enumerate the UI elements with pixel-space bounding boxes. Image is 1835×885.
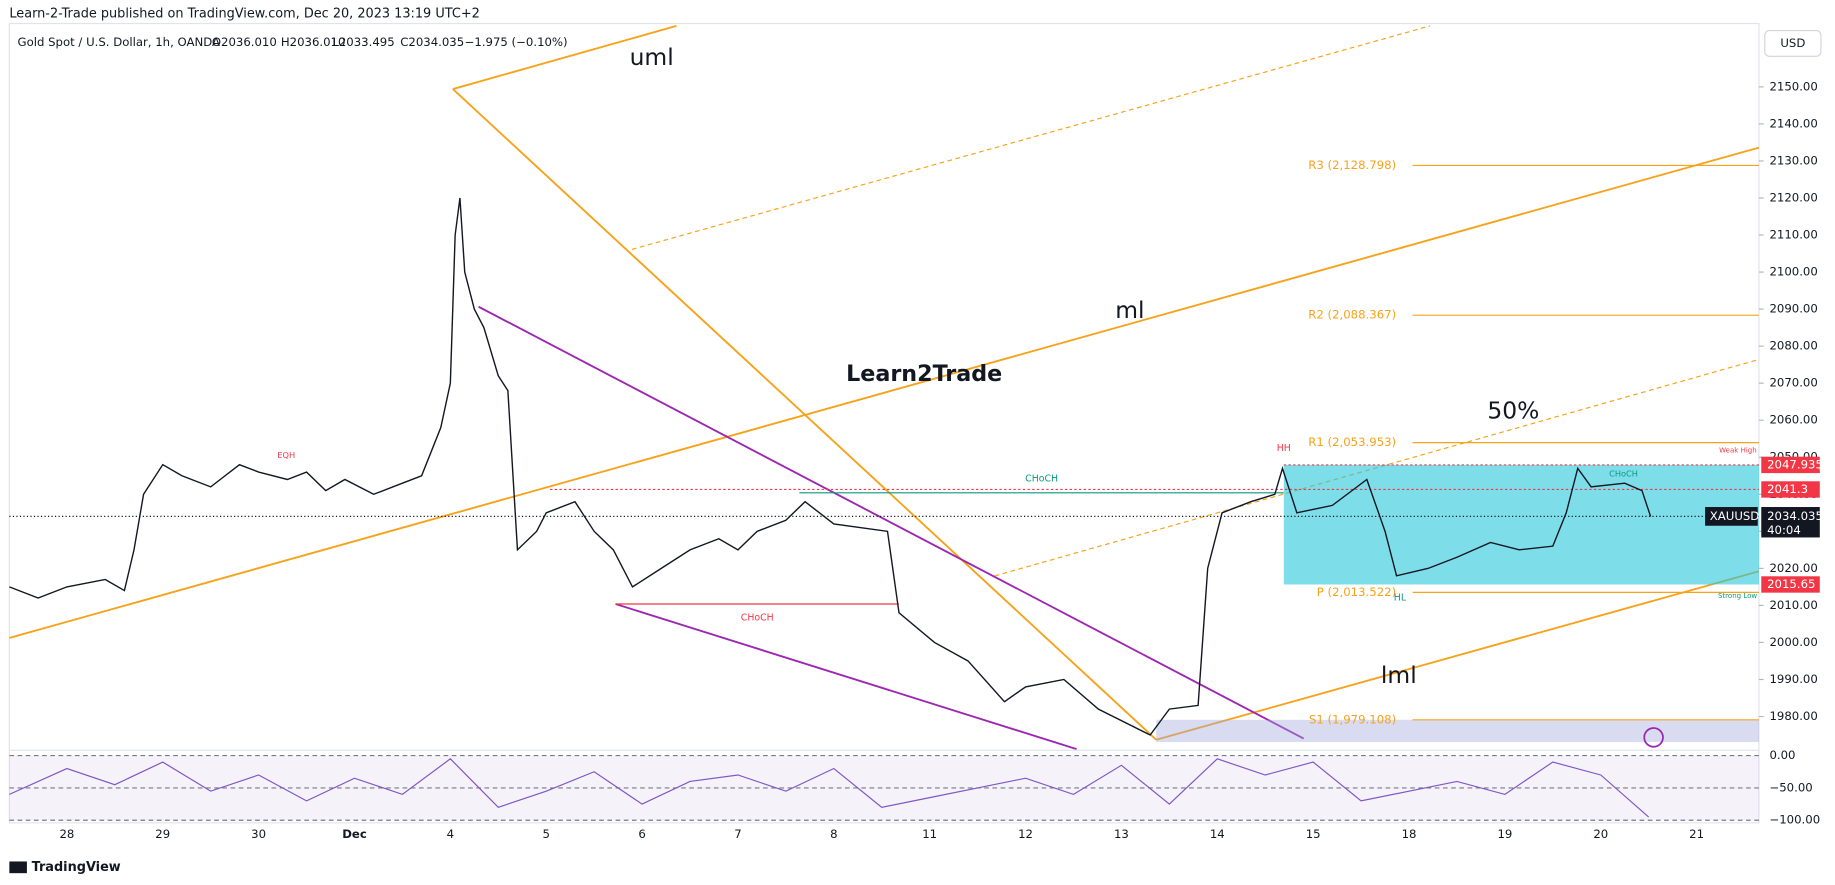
wedge-lower (615, 603, 1077, 751)
x-tick-label: Dec (342, 827, 367, 841)
x-tick-label: 30 (251, 827, 266, 841)
y-tick-label: 2100.00 (1769, 265, 1817, 279)
pivot-label: S1 (1,979.108) (1309, 712, 1396, 726)
range-high-tag (1761, 456, 1820, 474)
uml-annotation: uml (630, 43, 674, 71)
rsi-band (9, 755, 1759, 821)
y-tick-label: 2080.00 (1769, 339, 1817, 353)
footer-brand: TradingView (32, 860, 121, 875)
x-tick-label: 20 (1593, 827, 1608, 841)
y-tick-label: 2070.00 (1769, 376, 1817, 390)
price-line (9, 197, 1652, 736)
range-box (1283, 464, 1759, 585)
hh-annotation: HH (1277, 443, 1291, 454)
symbol-tag-label: XAUUSD (1710, 509, 1760, 523)
y-tick-label: 1990.00 (1769, 672, 1817, 686)
symbol: Gold Spot / U.S. Dollar, 1h, OANDA (18, 35, 220, 49)
pivot-label: R1 (2,053.953) (1308, 435, 1396, 449)
x-tick-label: 14 (1210, 827, 1225, 841)
symbol-tag (1705, 507, 1758, 526)
chart-frame (8, 22, 1760, 824)
x-tick-label: 7 (734, 827, 741, 841)
y-tick-label: 2120.00 (1769, 190, 1817, 204)
x-tick-label: 29 (155, 827, 170, 841)
y-tick-label: 2090.00 (1769, 302, 1817, 316)
lower-median-line (1155, 570, 1760, 741)
fib-annotation: 50% (1487, 397, 1539, 425)
x-tick-label: 8 (830, 827, 837, 841)
x-tick-label: 6 (638, 827, 645, 841)
y-tick-label: 1980.00 (1769, 709, 1817, 723)
y-tick-label: 2140.00 (1769, 116, 1817, 130)
x-tick-label: 13 (1114, 827, 1129, 841)
upper-50-line (631, 25, 1431, 250)
pivot-label: R3 (2,128.798) (1308, 158, 1396, 172)
pivot-label: P (2,013.522) (1317, 585, 1396, 599)
range-high-tag-label: 2047.935 (1767, 457, 1823, 471)
y-tick-label: 2020.00 (1769, 561, 1817, 575)
y-tick-label: 2010.00 (1769, 598, 1817, 612)
open: O2036.010 (212, 35, 277, 49)
x-tick-label: 12 (1018, 827, 1033, 841)
rsi-line (9, 758, 1650, 818)
high: H2036.010 (281, 35, 346, 49)
ml-annotation: ml (1115, 296, 1144, 324)
choch-annotation: CHoCH (1609, 469, 1638, 479)
median-line (9, 146, 1760, 639)
hl-annotation: HL (1394, 593, 1407, 604)
currency-button[interactable] (1764, 29, 1822, 57)
x-tick-label: 28 (59, 827, 74, 841)
y-tick-label: 2000.00 (1769, 635, 1817, 649)
y-tick-label: 2130.00 (1769, 153, 1817, 167)
x-tick-label: 18 (1402, 827, 1417, 841)
countdown: 40:04 (1767, 523, 1801, 537)
publisher: Learn-2-Trade published on TradingView.c… (9, 7, 479, 22)
lml-annotation: lml (1381, 661, 1417, 689)
rsi-tick-label: 0.00 (1769, 748, 1795, 762)
logo: Learn2Trade (846, 361, 1002, 387)
rsi-tick-label: −50.00 (1769, 780, 1812, 794)
eqh-annotation: EQH (277, 450, 295, 460)
y-tick-label: 2060.00 (1769, 413, 1817, 427)
wedge-upper (478, 305, 1305, 740)
last-tag (1761, 507, 1820, 538)
x-tick-label: 19 (1497, 827, 1512, 841)
x-tick-label: 4 (447, 827, 454, 841)
rsi-tick-label: −100.00 (1769, 813, 1820, 827)
x-tick-label: 11 (922, 827, 937, 841)
pivot-label: R2 (2,088.367) (1308, 308, 1396, 322)
x-tick-label: 15 (1306, 827, 1321, 841)
x-tick-label: 5 (542, 827, 549, 841)
last-tag-label: 2034.035 (1767, 509, 1823, 523)
change: −1.975 (−0.10%) (465, 35, 568, 49)
weak-high-annotation: Weak High (1719, 446, 1757, 455)
x-tick-label: 21 (1689, 827, 1704, 841)
y-tick-label: 2150.00 (1769, 79, 1817, 93)
y-tick-label: 2110.00 (1769, 228, 1817, 242)
footer-logo (9, 861, 27, 874)
choch-tag (1761, 481, 1820, 498)
choch-annotation: CHoCH (741, 613, 774, 624)
close: C2034.035 (400, 35, 464, 49)
replay-icon (1643, 727, 1664, 748)
choch-annotation: CHoCH (1025, 473, 1058, 484)
choch-tag-label: 2041.3 (1767, 482, 1808, 496)
support-zone (1156, 719, 1759, 743)
currency[interactable]: USD (1780, 36, 1805, 50)
strong-low-annotation: Strong Low (1718, 591, 1757, 600)
low: L2033.495 (332, 35, 394, 49)
range-low-tag-label: 2015.65 (1767, 577, 1815, 591)
upper-median-line (452, 24, 677, 90)
range-low-tag (1761, 576, 1820, 593)
